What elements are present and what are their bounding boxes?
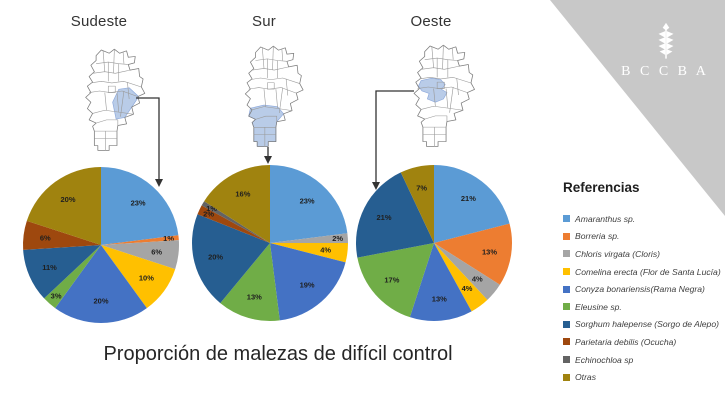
pie-slice-sur-9 [204, 165, 270, 243]
legend-swatch [563, 338, 570, 346]
pie-data-label: 23% [300, 196, 315, 205]
pie-slice-sudeste-1 [101, 235, 179, 245]
pie-chart-sur: 23%2%4%19%13%20%2%1%16% [192, 165, 348, 321]
pie-slice-oeste-1 [434, 223, 513, 285]
pie-slice-oeste-2 [434, 243, 500, 300]
map-cordoba-sur [244, 45, 304, 147]
pie-slice-sudeste-7 [22, 220, 101, 250]
legend-swatch [563, 232, 570, 240]
legend-swatch [563, 320, 570, 328]
legend-title: Referencias [563, 180, 640, 195]
pie-data-label: 21% [376, 213, 391, 222]
region-title-sudeste: Sudeste [70, 13, 128, 30]
region-title-sur: Sur [252, 13, 276, 30]
legend-item: Parietaria debilis (Ocucha) [563, 333, 723, 351]
pie-chart-oeste: 21% 13% 4%4% 13% 17% 21% 7% [355, 165, 513, 321]
pie-slice-oeste-6 [355, 172, 434, 258]
pie-data-label: 11% [42, 263, 57, 272]
legend-swatch [563, 285, 570, 293]
pie-slice-sur-7 [197, 205, 270, 243]
wheat-spike-icon [658, 22, 674, 59]
pie-data-label: 6% [151, 248, 162, 257]
legend-label: Echinochloa sp [575, 354, 634, 365]
legend-item: Amaranthus sp. [563, 210, 723, 228]
pie-slice-sudeste-3 [101, 245, 176, 309]
slide-title: Proporción de malezas de difícil control [103, 343, 453, 365]
pie-data-label: 13% [432, 294, 447, 303]
pie-data-label: 19% [300, 281, 315, 290]
legend-item: Borreria sp. [563, 228, 723, 246]
pie-slice-sudeste-9 [26, 167, 101, 245]
legend-label: Otras [575, 372, 597, 383]
pie-data-label: 23% [131, 198, 146, 207]
legend-swatch [563, 250, 570, 258]
pie-data-label: 4% [320, 246, 331, 255]
legend-label: Comelina erecta (Flor de Santa Lucía) [575, 266, 721, 277]
pie-slice-sudeste-4 [55, 245, 147, 323]
region-title-oeste: Oeste [410, 13, 452, 30]
legend-item: Echinochloa sp [563, 351, 723, 369]
pie-slice-sur-5 [220, 243, 280, 321]
pie-data-label: 20% [60, 195, 75, 204]
pie-data-label: 13% [247, 292, 262, 301]
map-cordoba-oeste [413, 44, 475, 147]
pie-slice-sudeste-0 [101, 167, 179, 245]
pie-slice-sur-2 [270, 233, 348, 243]
pie-data-label: 20% [93, 297, 108, 306]
legend-swatch [563, 303, 570, 311]
logo-text: B C C B A [621, 64, 709, 79]
pie-slice-sur-4 [270, 243, 346, 321]
pie-data-label: 1% [163, 234, 174, 243]
pie-slice-sudeste-2 [101, 240, 180, 270]
pie-slice-sur-3 [270, 243, 348, 263]
pie-slice-sudeste-6 [23, 245, 101, 299]
legend-item: Comelina erecta (Flor de Santa Lucía) [563, 263, 723, 281]
pie-slice-sur-8 [201, 201, 270, 243]
pie-slice-sur-6 [192, 214, 270, 304]
legend-label: Amaranthus sp. [575, 213, 636, 224]
legend-label: Chloris virgata (Cloris) [575, 248, 660, 259]
pie-data-label: 17% [384, 276, 399, 285]
legend-swatch [563, 215, 570, 223]
legend-label: Eleusine sp. [575, 301, 622, 312]
pie-data-label: 21% [461, 194, 476, 203]
pie-data-label: 20% [208, 253, 223, 262]
pie-data-label: 7% [416, 184, 427, 193]
pie-data-label: 10% [139, 274, 154, 283]
pie-slice-sur-0 [270, 165, 348, 243]
pie-data-label: 6% [40, 234, 51, 243]
map-highlight-sudeste [112, 87, 140, 120]
legend-item: Otras [563, 368, 723, 386]
legend-item: Sorghum halepense (Sorgo de Alepo) [563, 316, 723, 334]
pie-data-label: 4% [472, 274, 483, 283]
legend-item: Conyza bonariensis(Rama Negra) [563, 280, 723, 298]
pie-data-label: 2% [203, 210, 214, 219]
pie-slice-oeste-0 [434, 165, 510, 243]
map-highlight-oeste [418, 77, 448, 103]
legend-swatch [563, 268, 570, 276]
pie-slice-sudeste-5 [44, 245, 101, 309]
legend-label: Sorghum halepense (Sorgo de Alepo) [575, 319, 719, 330]
pie-data-label: 4% [462, 284, 473, 293]
pie-data-label: 1% [206, 204, 217, 213]
legend-swatch [563, 373, 570, 381]
legend-swatch [563, 356, 570, 364]
pie-data-label: 2% [332, 234, 343, 243]
legend-label: Parietaria debilis (Ocucha) [575, 336, 677, 347]
pie-slice-oeste-9 [400, 165, 434, 243]
legend-label: Conyza bonariensis(Rama Negra) [575, 284, 705, 295]
legend-label: Borreria sp. [575, 231, 620, 242]
pie-slice-oeste-3 [434, 243, 488, 312]
pie-slice-oeste-4 [409, 243, 472, 321]
pie-data-label: 16% [235, 189, 250, 198]
map-cordoba-sudeste [85, 48, 146, 151]
pie-slice-oeste-5 [357, 243, 434, 318]
pie-data-label: 13% [482, 247, 497, 256]
legend-item: Chloris virgata (Cloris) [563, 245, 723, 263]
legend-item: Eleusine sp. [563, 298, 723, 316]
pie-data-label: 3% [51, 291, 62, 300]
legend-panel: Referencias Amaranthus sp. Borreria sp. … [563, 180, 723, 386]
pie-chart-sudeste: 23%1%6%10%20%3%11%6%20% [22, 167, 180, 323]
